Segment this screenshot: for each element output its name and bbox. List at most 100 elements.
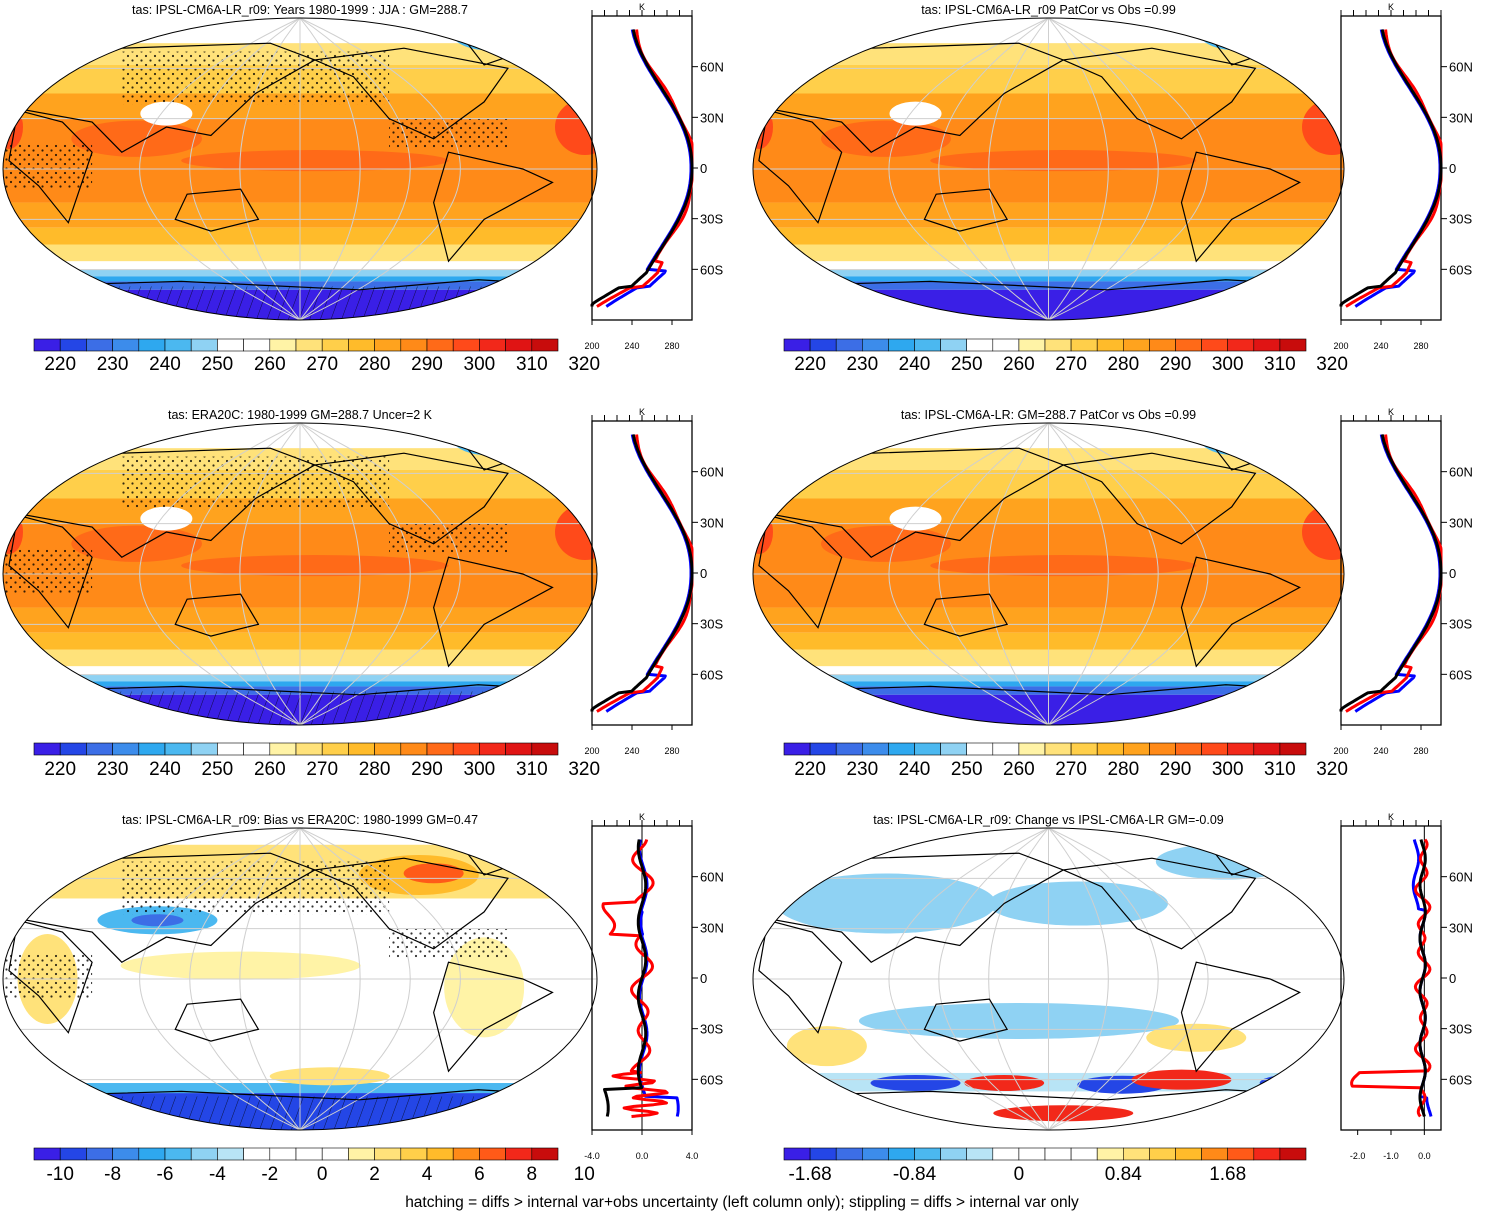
colorbar-swatch bbox=[1201, 338, 1228, 352]
coastline bbox=[433, 151, 554, 263]
colorbar-swatch bbox=[374, 1147, 402, 1161]
colorbar-swatch bbox=[426, 1147, 454, 1161]
colorbar-label: 230 bbox=[97, 759, 129, 780]
colorbar-swatch bbox=[400, 742, 428, 756]
colorbar-swatch bbox=[1201, 742, 1228, 756]
colorbar-swatch bbox=[1096, 1147, 1124, 1161]
colorbar-label: 240 bbox=[149, 354, 181, 375]
zonal-line-obs bbox=[590, 29, 694, 307]
colorbar-swatch bbox=[295, 742, 323, 756]
colorbar-swatch bbox=[1018, 338, 1046, 352]
colorbar-label: 280 bbox=[1107, 759, 1139, 780]
colorbar-swatch bbox=[1253, 742, 1281, 756]
colorbar-label: -8 bbox=[104, 1164, 121, 1185]
zonal-line-ref bbox=[605, 29, 693, 308]
zonal-x-tick-label: 200 bbox=[584, 341, 599, 351]
colorbar-swatch bbox=[33, 1147, 61, 1161]
panel-title: tas: IPSL-CM6A-LR_r09: Years 1980-1999 :… bbox=[132, 3, 468, 17]
colorbar-swatch bbox=[374, 742, 402, 756]
lat-tick-label: 60N bbox=[700, 60, 724, 75]
colorbar-label: 260 bbox=[254, 759, 286, 780]
lat-tick-label: 60N bbox=[1449, 60, 1473, 75]
colorbar-swatch bbox=[1096, 742, 1124, 756]
colorbar-swatch bbox=[531, 1147, 559, 1161]
colorbar-swatch bbox=[992, 338, 1020, 352]
coastline bbox=[8, 514, 93, 629]
map-field bbox=[753, 423, 1344, 726]
colorbar-swatch bbox=[321, 338, 349, 352]
colorbar: 220 230 240 250 260 270 280 290 300 310 320 bbox=[33, 338, 600, 375]
lat-tick-label: 30S bbox=[700, 212, 723, 227]
colorbar-label: 320 bbox=[1316, 759, 1348, 780]
zonal-line-obs bbox=[1339, 434, 1443, 712]
colorbar-label: 270 bbox=[306, 354, 338, 375]
colorbar-swatch bbox=[374, 338, 402, 352]
colorbar-swatch bbox=[452, 338, 480, 352]
colorbar-swatch bbox=[505, 742, 533, 756]
lat-tick-label: 60N bbox=[700, 465, 724, 480]
lat-tick-label: 60S bbox=[700, 1072, 723, 1087]
colorbar-swatch bbox=[1149, 1147, 1176, 1161]
lat-tick-label: 60S bbox=[1449, 262, 1472, 277]
map-border bbox=[2, 17, 598, 321]
colorbar-swatch bbox=[348, 338, 375, 352]
colorbar-label: 250 bbox=[951, 759, 983, 780]
lat-tick-label: 30N bbox=[1449, 515, 1473, 530]
zonal-mean-plot: K 60N 30N 0 30S 60S -4.0 0.0 4.0 bbox=[584, 812, 724, 1161]
colorbar-swatch bbox=[940, 338, 967, 352]
lat-tick-label: 60S bbox=[1449, 667, 1472, 682]
zonal-unit: K bbox=[639, 812, 645, 822]
colorbar-label: 230 bbox=[846, 759, 878, 780]
colorbar-label: 230 bbox=[97, 354, 129, 375]
colorbar-swatch bbox=[138, 338, 166, 352]
lat-tick-label: 30S bbox=[1449, 1022, 1472, 1037]
colorbar-swatch bbox=[295, 1147, 323, 1161]
panel-change: tas: IPSL-CM6A-LR_r09: Change vs IPSL-CM… bbox=[752, 812, 1473, 1185]
coastline bbox=[312, 452, 509, 545]
colorbar-swatch bbox=[1018, 1147, 1046, 1161]
colorbar-label: 310 bbox=[516, 354, 548, 375]
lat-tick-label: 0 bbox=[700, 566, 707, 581]
colorbar-label: 320 bbox=[568, 759, 600, 780]
coastline bbox=[758, 919, 843, 1034]
colorbar-swatch bbox=[888, 742, 915, 756]
colorbar-label: 2 bbox=[369, 1164, 380, 1185]
zonal-x-tick-label: 240 bbox=[1373, 746, 1388, 756]
map-border bbox=[752, 17, 1345, 321]
colorbar-swatch bbox=[59, 742, 87, 756]
colorbar-label: -4 bbox=[209, 1164, 226, 1185]
lat-tick-label: 30N bbox=[700, 920, 724, 935]
colorbar-swatch bbox=[479, 1147, 506, 1161]
colorbar-swatch bbox=[112, 1147, 140, 1161]
colorbar-swatch bbox=[269, 338, 297, 352]
coastline bbox=[758, 109, 843, 224]
colorbar-swatch bbox=[190, 1147, 218, 1161]
colorbar-label: 300 bbox=[464, 354, 496, 375]
lat-tick-label: 0 bbox=[1449, 971, 1456, 986]
colorbar-label: 310 bbox=[1264, 759, 1296, 780]
coastline bbox=[312, 857, 509, 950]
zonal-line-obs bbox=[603, 839, 648, 1117]
colorbar: 220 230 240 250 260 270 280 290 300 310 320 bbox=[33, 742, 600, 780]
coastline bbox=[923, 188, 1009, 232]
colorbar-swatch bbox=[1070, 338, 1098, 352]
colorbar-label: 320 bbox=[1316, 354, 1348, 375]
colorbar-label: 10 bbox=[574, 1164, 595, 1185]
colorbar-label: 310 bbox=[1264, 354, 1296, 375]
colorbar-swatch bbox=[1201, 1147, 1228, 1161]
coastline bbox=[433, 961, 554, 1073]
colorbar-swatch bbox=[164, 1147, 192, 1161]
colorbar-label: -1.68 bbox=[788, 1164, 831, 1185]
colorbar-swatch bbox=[269, 742, 297, 756]
colorbar-swatch bbox=[1096, 338, 1124, 352]
colorbar-swatch bbox=[861, 1147, 889, 1161]
colorbar-swatch bbox=[59, 338, 87, 352]
colorbar-label: 300 bbox=[1212, 759, 1244, 780]
zonal-x-tick-label: 200 bbox=[1333, 746, 1348, 756]
colorbar-label: 220 bbox=[794, 759, 826, 780]
panel-bias: tas: IPSL-CM6A-LR_r09: Bias vs ERA20C: 1… bbox=[2, 812, 724, 1185]
colorbar-swatch bbox=[940, 1147, 967, 1161]
colorbar-label: 0 bbox=[1014, 1164, 1025, 1185]
zonal-mean-plot: K 60N 30N 0 30S 60S 200 240 280 bbox=[1333, 407, 1472, 756]
colorbar-label: 260 bbox=[1003, 354, 1035, 375]
